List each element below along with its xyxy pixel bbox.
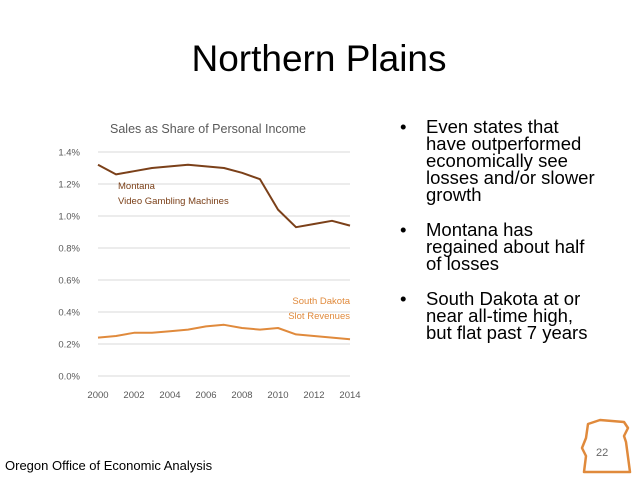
- series-label: Montana: [118, 181, 156, 192]
- y-tick-label: 0.0%: [58, 372, 80, 383]
- series-label: Slot Revenues: [288, 311, 350, 322]
- x-tick-label: 2006: [195, 390, 216, 401]
- bullet-dot: •: [400, 288, 407, 309]
- series-line-montana: [97, 163, 351, 229]
- series-line-south-dakota: [97, 323, 351, 341]
- y-tick-label: 0.8%: [58, 244, 80, 255]
- y-tick-label: 1.0%: [58, 212, 80, 223]
- bullet-item: • Even states that have outperformed eco…: [400, 116, 600, 205]
- chart-title: Sales as Share of Personal Income: [110, 122, 306, 136]
- y-tick-label: 0.2%: [58, 340, 80, 351]
- x-tick-label: 2004: [159, 390, 180, 401]
- y-tick-label: 0.4%: [58, 308, 80, 319]
- x-tick-label: 2010: [267, 390, 288, 401]
- series-label: Video Gambling Machines: [118, 196, 229, 207]
- series-label: South Dakota: [292, 296, 350, 307]
- bullet-dot: •: [400, 116, 407, 137]
- x-tick-label: 2000: [87, 390, 108, 401]
- bullet-item: • South Dakota at or near all-time high,…: [400, 288, 600, 343]
- x-tick-label: 2008: [231, 390, 252, 401]
- bullet-text: Montana has regained about half of losse…: [426, 219, 585, 274]
- footer-text: Oregon Office of Economic Analysis: [5, 458, 213, 473]
- x-tick-label: 2012: [303, 390, 324, 401]
- x-tick-label: 2014: [339, 390, 360, 401]
- bullet-dot: •: [400, 219, 407, 240]
- page-number: 22: [596, 447, 609, 459]
- bullet-list: • Even states that have outperformed eco…: [400, 116, 600, 359]
- x-tick-label: 2002: [123, 390, 144, 401]
- gridlines: [98, 151, 350, 377]
- oregon-map-icon: [580, 418, 632, 474]
- series-lines: [97, 163, 351, 341]
- bullet-text: South Dakota at or near all-time high, b…: [426, 288, 588, 343]
- bullet-text: Even states that have outperformed econo…: [426, 116, 595, 205]
- series-labels: Montana Video Gambling Machines South Dako…: [118, 181, 351, 322]
- line-chart: Sales as Share of Personal Income 0.0%0.…: [58, 122, 360, 401]
- slide-title: Northern Plains: [191, 38, 447, 79]
- x-axis-ticks: 2000 2002 2004 2006 2008 2010 2012 2014: [87, 390, 360, 401]
- y-tick-label: 1.4%: [58, 148, 80, 159]
- y-axis-ticks: 0.0% 0.2% 0.4% 0.6% 0.8% 1.0% 1.2% 1.4%: [58, 148, 80, 383]
- y-tick-label: 0.6%: [58, 276, 80, 287]
- y-tick-label: 1.2%: [58, 180, 80, 191]
- bullet-item: • Montana has regained about half of los…: [400, 219, 600, 274]
